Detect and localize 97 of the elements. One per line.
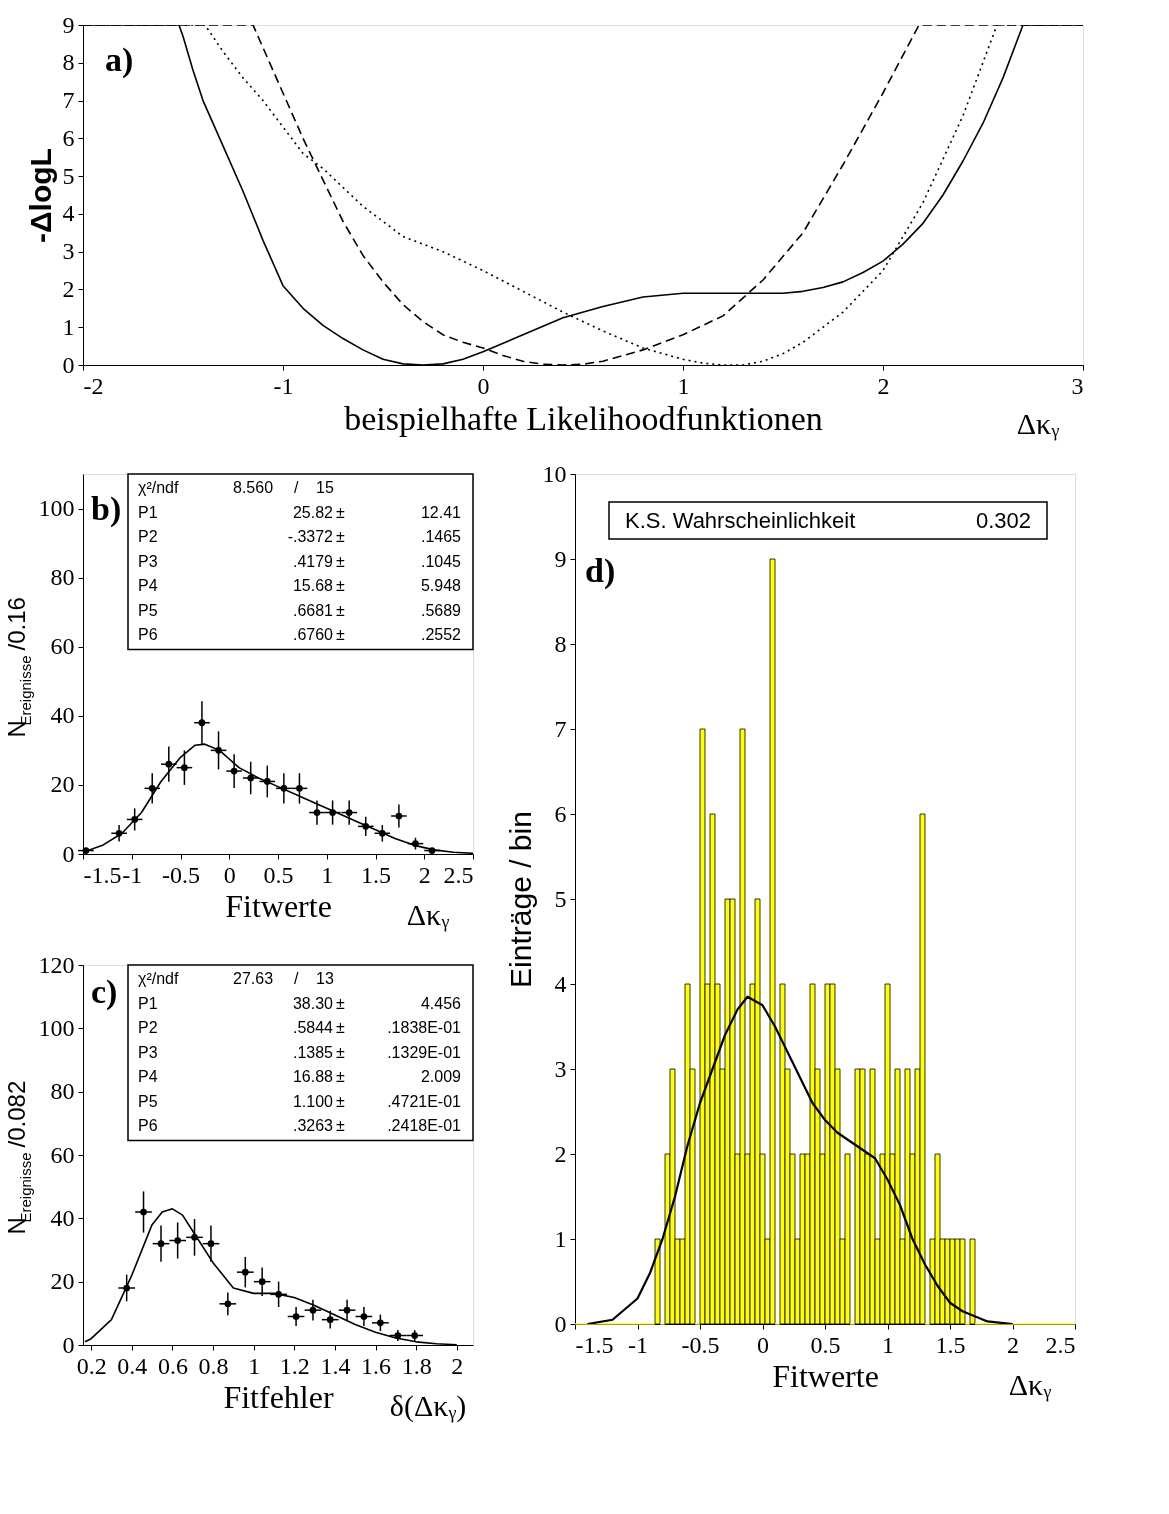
x-tick-label: -1 bbox=[628, 1331, 648, 1358]
x-tick-label: 2.5 bbox=[443, 861, 474, 888]
y-tick-label: 0 bbox=[554, 1310, 567, 1337]
y-tick-label: 1 bbox=[62, 313, 75, 340]
y-tick-label: 8 bbox=[554, 630, 567, 657]
x-tick-label: 1 bbox=[321, 861, 334, 888]
x-tick-label: -1 bbox=[122, 861, 143, 888]
y-tick-label: 20 bbox=[50, 771, 75, 798]
annotation: 0.302 bbox=[975, 508, 1031, 533]
y-tick-label: 80 bbox=[50, 1078, 75, 1105]
text: P6 .6760 ± .2552 bbox=[138, 626, 461, 643]
text: P1 38.30 ± 4.456 bbox=[138, 994, 461, 1012]
x-tick-label: 1.8 bbox=[401, 1352, 432, 1379]
x-axis-title: Fitfehler bbox=[223, 1378, 334, 1415]
text: P2 .5844 ± .1838E-01 bbox=[138, 1019, 461, 1036]
y-tick-label: 100 bbox=[38, 1014, 75, 1041]
y-tick-label: 2 bbox=[554, 1140, 567, 1167]
y-tick-label: 100 bbox=[38, 495, 75, 522]
x-tick-label: -1.5 bbox=[575, 1331, 614, 1358]
x-tick-label: -0.5 bbox=[162, 861, 200, 888]
x-tick-label: 1.6 bbox=[361, 1352, 391, 1379]
text: P3 .4179 ± .1045 bbox=[138, 552, 461, 570]
annotation: c) bbox=[91, 973, 118, 1011]
annotation: K.S. Wahrscheinlichkeit bbox=[625, 508, 856, 533]
x-tick-label: 0.4 bbox=[117, 1352, 148, 1379]
x-tick-label: 0 bbox=[477, 372, 490, 399]
text: P5 1.100 ± .4721E-01 bbox=[138, 1092, 461, 1110]
x-tick-label: 0.6 bbox=[157, 1352, 188, 1379]
text: P5 .6681 ± .5689 bbox=[138, 601, 461, 619]
y-tick-label: 0 bbox=[62, 840, 75, 867]
y-tick-label: 60 bbox=[50, 633, 75, 660]
text: P3 .1385 ± .1329E-01 bbox=[138, 1043, 461, 1061]
y-tick-label: 0 bbox=[62, 351, 75, 378]
text: χ²/ndf 8.560 / 15 bbox=[138, 479, 334, 496]
y-tick-label: 5 bbox=[62, 162, 75, 189]
y-tick-label: 1 bbox=[554, 1225, 567, 1252]
text: P4 16.88 ± 2.009 bbox=[138, 1068, 461, 1085]
x-tick-label: -1 bbox=[273, 372, 294, 399]
y-tick-label: 40 bbox=[50, 702, 75, 729]
annotation: d) bbox=[585, 552, 616, 590]
y-tick-label: 2 bbox=[62, 275, 75, 302]
x-tick-label: 0.5 bbox=[810, 1331, 841, 1358]
y-tick-label: 3 bbox=[62, 238, 75, 265]
y-tick-label: 6 bbox=[62, 124, 75, 151]
x-tick-label: 2 bbox=[451, 1352, 464, 1379]
x-tick-label: 1 bbox=[677, 372, 690, 399]
x-tick-label: 3 bbox=[1071, 372, 1084, 399]
y-tick-label: 7 bbox=[554, 715, 567, 742]
y-tick-label: 3 bbox=[554, 1055, 567, 1082]
x-axis-title: Fitwerte bbox=[225, 887, 332, 924]
x-tick-label: 0 bbox=[223, 861, 236, 888]
x-tick-label: 0.2 bbox=[76, 1352, 107, 1379]
x-tick-label: -1.5 bbox=[83, 861, 122, 888]
text: P2 -.3372 ± .1465 bbox=[138, 528, 461, 545]
text: Δκᵧ bbox=[406, 898, 450, 932]
x-tick-label: 1 bbox=[248, 1352, 261, 1379]
y-tick-label: 4 bbox=[554, 970, 567, 997]
y-tick-label: 5 bbox=[554, 885, 567, 912]
text: P4 15.68 ± 5.948 bbox=[138, 577, 461, 594]
y-tick-label: 7 bbox=[62, 87, 75, 114]
x-tick-label: 2 bbox=[418, 861, 431, 888]
x-tick-label: 1.2 bbox=[279, 1352, 310, 1379]
text: χ²/ndf 27.63 / 13 bbox=[138, 970, 334, 987]
x-tick-label: 0.8 bbox=[198, 1352, 229, 1379]
x-tick-label: 0 bbox=[757, 1331, 769, 1358]
y-tick-label: 9 bbox=[554, 545, 567, 572]
x-axis-title: Fitwerte bbox=[772, 1357, 879, 1394]
y-tick-label: 40 bbox=[50, 1204, 75, 1231]
y-tick-label: 9 bbox=[62, 11, 75, 38]
x-tick-label: -2 bbox=[83, 372, 104, 399]
y-tick-label: 60 bbox=[50, 1141, 75, 1168]
y-axis-title: Einträge / bin bbox=[503, 811, 537, 988]
y-tick-label: 80 bbox=[50, 564, 75, 591]
annotation: a) bbox=[105, 41, 134, 79]
text: Δκᵧ bbox=[1016, 407, 1060, 441]
y-tick-label: 10 bbox=[542, 460, 567, 487]
x-tick-label: 1.5 bbox=[935, 1331, 966, 1358]
text: Δκᵧ bbox=[1008, 1368, 1052, 1402]
x-tick-label: 2 bbox=[877, 372, 890, 399]
text: P1 25.82 ± 12.41 bbox=[138, 503, 461, 521]
text: P6 .3263 ± .2418E-01 bbox=[138, 1117, 461, 1134]
x-tick-label: 2.5 bbox=[1045, 1331, 1076, 1358]
annotation: b) bbox=[91, 490, 122, 528]
x-tick-label: 1.4 bbox=[320, 1352, 351, 1379]
y-axis-title: -ΔlogL bbox=[23, 148, 57, 243]
y-tick-label: 6 bbox=[554, 800, 567, 827]
y-tick-label: 20 bbox=[50, 1268, 75, 1295]
x-tick-label: -0.5 bbox=[681, 1331, 720, 1358]
x-tick-label: 0.5 bbox=[263, 861, 294, 888]
x-tick-label: 2 bbox=[1007, 1331, 1019, 1358]
x-axis-title: beispielhafte Likelihoodfunktionen bbox=[344, 399, 823, 437]
y-tick-label: 8 bbox=[62, 49, 75, 76]
y-tick-label: 120 bbox=[38, 951, 75, 978]
text: δ(Δκᵧ) bbox=[389, 1389, 467, 1423]
x-tick-label: 1.5 bbox=[361, 861, 391, 888]
x-tick-label: 1 bbox=[882, 1331, 894, 1358]
y-tick-label: 4 bbox=[62, 200, 75, 227]
